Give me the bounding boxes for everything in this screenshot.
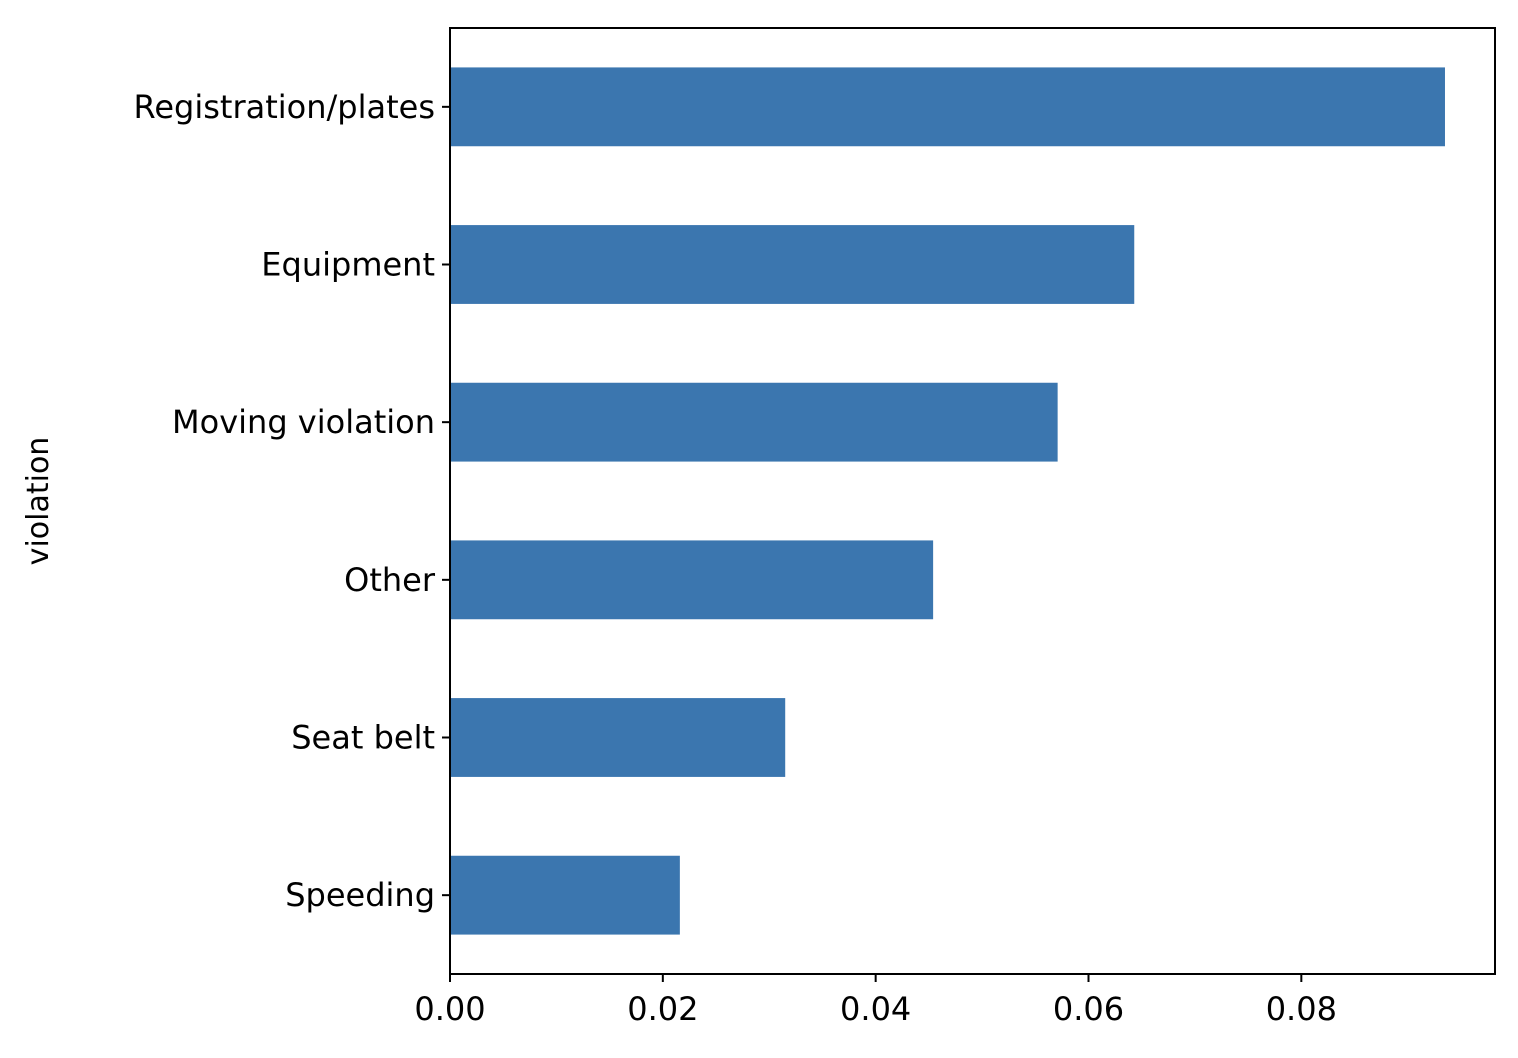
plot-frame [449, 27, 1496, 975]
y-tick-label: Moving violation [172, 403, 435, 441]
y-tick-label: Equipment [261, 246, 435, 284]
y-tick-label: Speeding [285, 876, 435, 914]
x-tick-label: 0.00 [414, 990, 485, 1028]
bar-speeding [450, 855, 680, 935]
bar-other [450, 540, 934, 620]
x-tick-label: 0.06 [1053, 990, 1124, 1028]
x-tick-label: 0.02 [627, 990, 698, 1028]
bar-equipment [450, 225, 1135, 304]
y-tick-label: Seat belt [291, 719, 435, 757]
bars-group [450, 67, 1445, 935]
y-tick-label: Other [344, 561, 436, 599]
x-axis-ticks: 0.00 0.02 0.04 0.06 0.08 [414, 974, 1337, 1028]
x-tick-label: 0.04 [840, 990, 911, 1028]
y-axis-label: violation [21, 437, 56, 566]
x-tick-label: 0.08 [1266, 990, 1337, 1028]
bar-moving-violation [450, 382, 1058, 462]
bar-seat-belt [450, 698, 786, 777]
bar-registration-plates [450, 67, 1445, 147]
y-axis-ticks: Registration/plates Equipment Moving viola… [134, 88, 450, 914]
y-tick-label: Registration/plates [134, 88, 435, 126]
